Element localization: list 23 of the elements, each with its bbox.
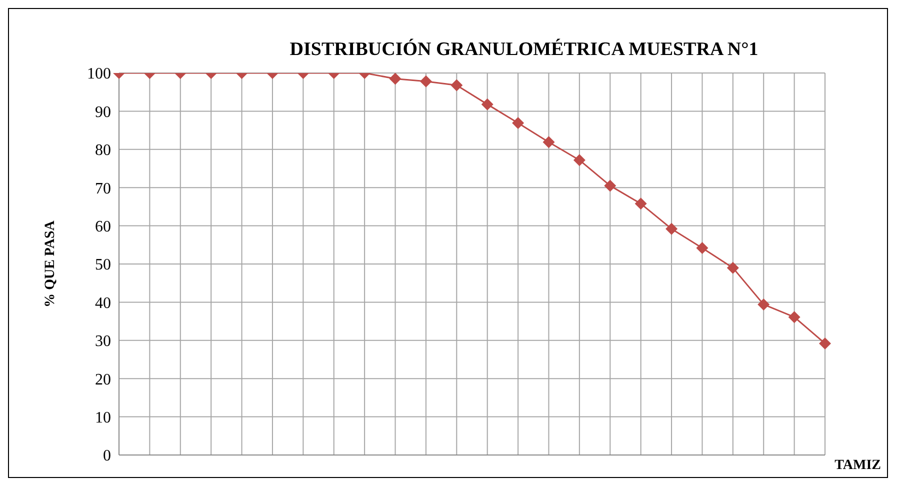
y-tick-label: 10 bbox=[95, 409, 111, 426]
point bbox=[788, 311, 800, 324]
point bbox=[726, 262, 739, 274]
point bbox=[758, 298, 770, 310]
point bbox=[634, 198, 647, 210]
y-tick-label: 30 bbox=[95, 333, 111, 350]
y-tick-label: 50 bbox=[95, 256, 111, 274]
y-axis-title: % QUE PASA bbox=[42, 220, 58, 308]
x-axis-title: TAMIZ bbox=[834, 458, 881, 473]
y-tick-label: 70 bbox=[95, 180, 111, 198]
y-tick-label: 100 bbox=[87, 66, 111, 83]
y-tick-label: 60 bbox=[95, 218, 111, 236]
point bbox=[604, 180, 616, 192]
point bbox=[696, 242, 708, 254]
point bbox=[819, 337, 831, 350]
y-tick-label: 90 bbox=[95, 104, 111, 121]
point bbox=[666, 222, 678, 235]
y-tick-label: 80 bbox=[95, 142, 111, 160]
y-tick-label: 40 bbox=[95, 294, 111, 312]
y-tick-label: 20 bbox=[95, 371, 111, 388]
chart-title: DISTRIBUCIÓN GRANULOMÉTRICA MUESTRA N°1 bbox=[288, 39, 760, 61]
y-tick-label: 0 bbox=[103, 448, 111, 465]
point bbox=[573, 154, 586, 166]
